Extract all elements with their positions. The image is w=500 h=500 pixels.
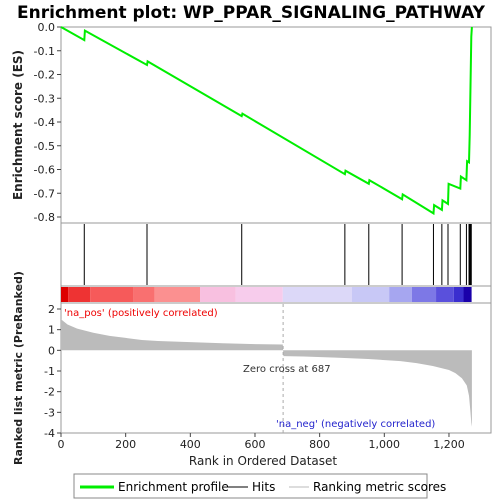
es-y-tick-label: -0.5 xyxy=(34,140,55,153)
heatbar-segment xyxy=(436,287,454,302)
es-y-ticks: 0.0 -0.1 -0.2 -0.3 -0.4 -0.5 -0.6 -0.7 -0.8 xyxy=(34,21,61,224)
x-tick-label: 1,200 xyxy=(433,438,465,451)
x-tick-label: 600 xyxy=(244,438,265,451)
metric-y-tick-label: 1 xyxy=(48,324,55,337)
es-y-tick-label: 0.0 xyxy=(38,21,56,34)
metric-x-ticks: 0 200 400 600 800 1,000 1,200 xyxy=(58,433,465,451)
metric-y-tick-label: -4 xyxy=(44,427,55,440)
enrichment-profile-line xyxy=(60,26,473,216)
es-y-tick-label: -0.7 xyxy=(34,187,55,200)
heatbar-segment xyxy=(61,287,69,302)
metric-y-axis-label: Ranked list metric (PreRanked) xyxy=(12,271,25,465)
ranked-metric-panel: 2 1 0 -1 -2 -3 -4 0 200 400 600 800 1,000 1,200 'na_… xyxy=(12,271,492,468)
x-tick-label: 400 xyxy=(180,438,201,451)
metric-y-tick-label: -1 xyxy=(44,365,55,378)
es-plot-frame xyxy=(60,26,492,224)
zero-cross-annotation: Zero cross at 687 xyxy=(243,364,331,375)
legend-frame xyxy=(73,473,428,499)
legend-hits-label: Hits xyxy=(252,480,275,494)
heatbar-segment xyxy=(235,287,283,302)
positive-correlation-label: 'na_pos' (positively correlated) xyxy=(64,308,218,319)
es-y-tick-label: -0.4 xyxy=(34,116,55,129)
metric-y-ticks: 2 1 0 -1 -2 -3 -4 xyxy=(44,303,61,440)
hits-frame xyxy=(60,222,492,287)
hits-panel xyxy=(60,222,492,287)
legend-enrichment-label: Enrichment profile xyxy=(118,480,229,494)
rank-heatbar-panel xyxy=(60,285,492,304)
es-y-axis-label: Enrichment score (ES) xyxy=(11,50,25,200)
ranking-metric-area xyxy=(61,319,472,427)
x-tick-label: 1,000 xyxy=(369,438,401,451)
heatbar-segment xyxy=(154,287,201,302)
metric-y-tick-label: -2 xyxy=(44,386,55,399)
es-y-tick-label: -0.8 xyxy=(34,211,55,224)
hit-marks xyxy=(83,224,472,285)
es-y-tick-label: -0.3 xyxy=(34,92,55,105)
enrichment-score-panel: 0.0 -0.1 -0.2 -0.3 -0.4 -0.5 -0.6 -0.7 -0.8 Enri… xyxy=(11,21,492,224)
heatbar-segment xyxy=(90,287,134,302)
heatbar-segment xyxy=(133,287,155,302)
heatbar-segment xyxy=(453,287,464,302)
metric-plot-frame xyxy=(60,302,492,434)
es-y-tick-label: -0.6 xyxy=(34,164,55,177)
heatbar-segments xyxy=(61,287,472,302)
heatbar-segment xyxy=(463,287,472,302)
chart-title: Enrichment plot: WP_PPAR_SIGNALING_PATHW… xyxy=(17,3,486,23)
x-tick-label: 0 xyxy=(58,438,65,451)
metric-y-tick-label: 0 xyxy=(48,344,55,357)
x-tick-label: 200 xyxy=(115,438,136,451)
legend: Enrichment profile Hits Ranking metric s… xyxy=(73,473,446,499)
heatbar-segment xyxy=(389,287,412,302)
heatbar-segment xyxy=(411,287,437,302)
heatbar-segment xyxy=(282,287,352,302)
legend-metric-label: Ranking metric scores xyxy=(313,480,446,494)
es-y-tick-label: -0.2 xyxy=(34,69,55,82)
metric-y-tick-label: 2 xyxy=(48,303,55,316)
negative-correlation-label: 'na_neg' (negatively correlated) xyxy=(276,419,435,430)
es-y-tick-label: -0.1 xyxy=(34,45,55,58)
x-tick-label: 800 xyxy=(309,438,330,451)
metric-y-tick-label: -3 xyxy=(44,406,55,419)
heatbar-segment xyxy=(351,287,390,302)
heatbar-segment xyxy=(200,287,236,302)
heatbar-segment xyxy=(68,287,91,302)
x-axis-label: Rank in Ordered Dataset xyxy=(189,454,337,468)
